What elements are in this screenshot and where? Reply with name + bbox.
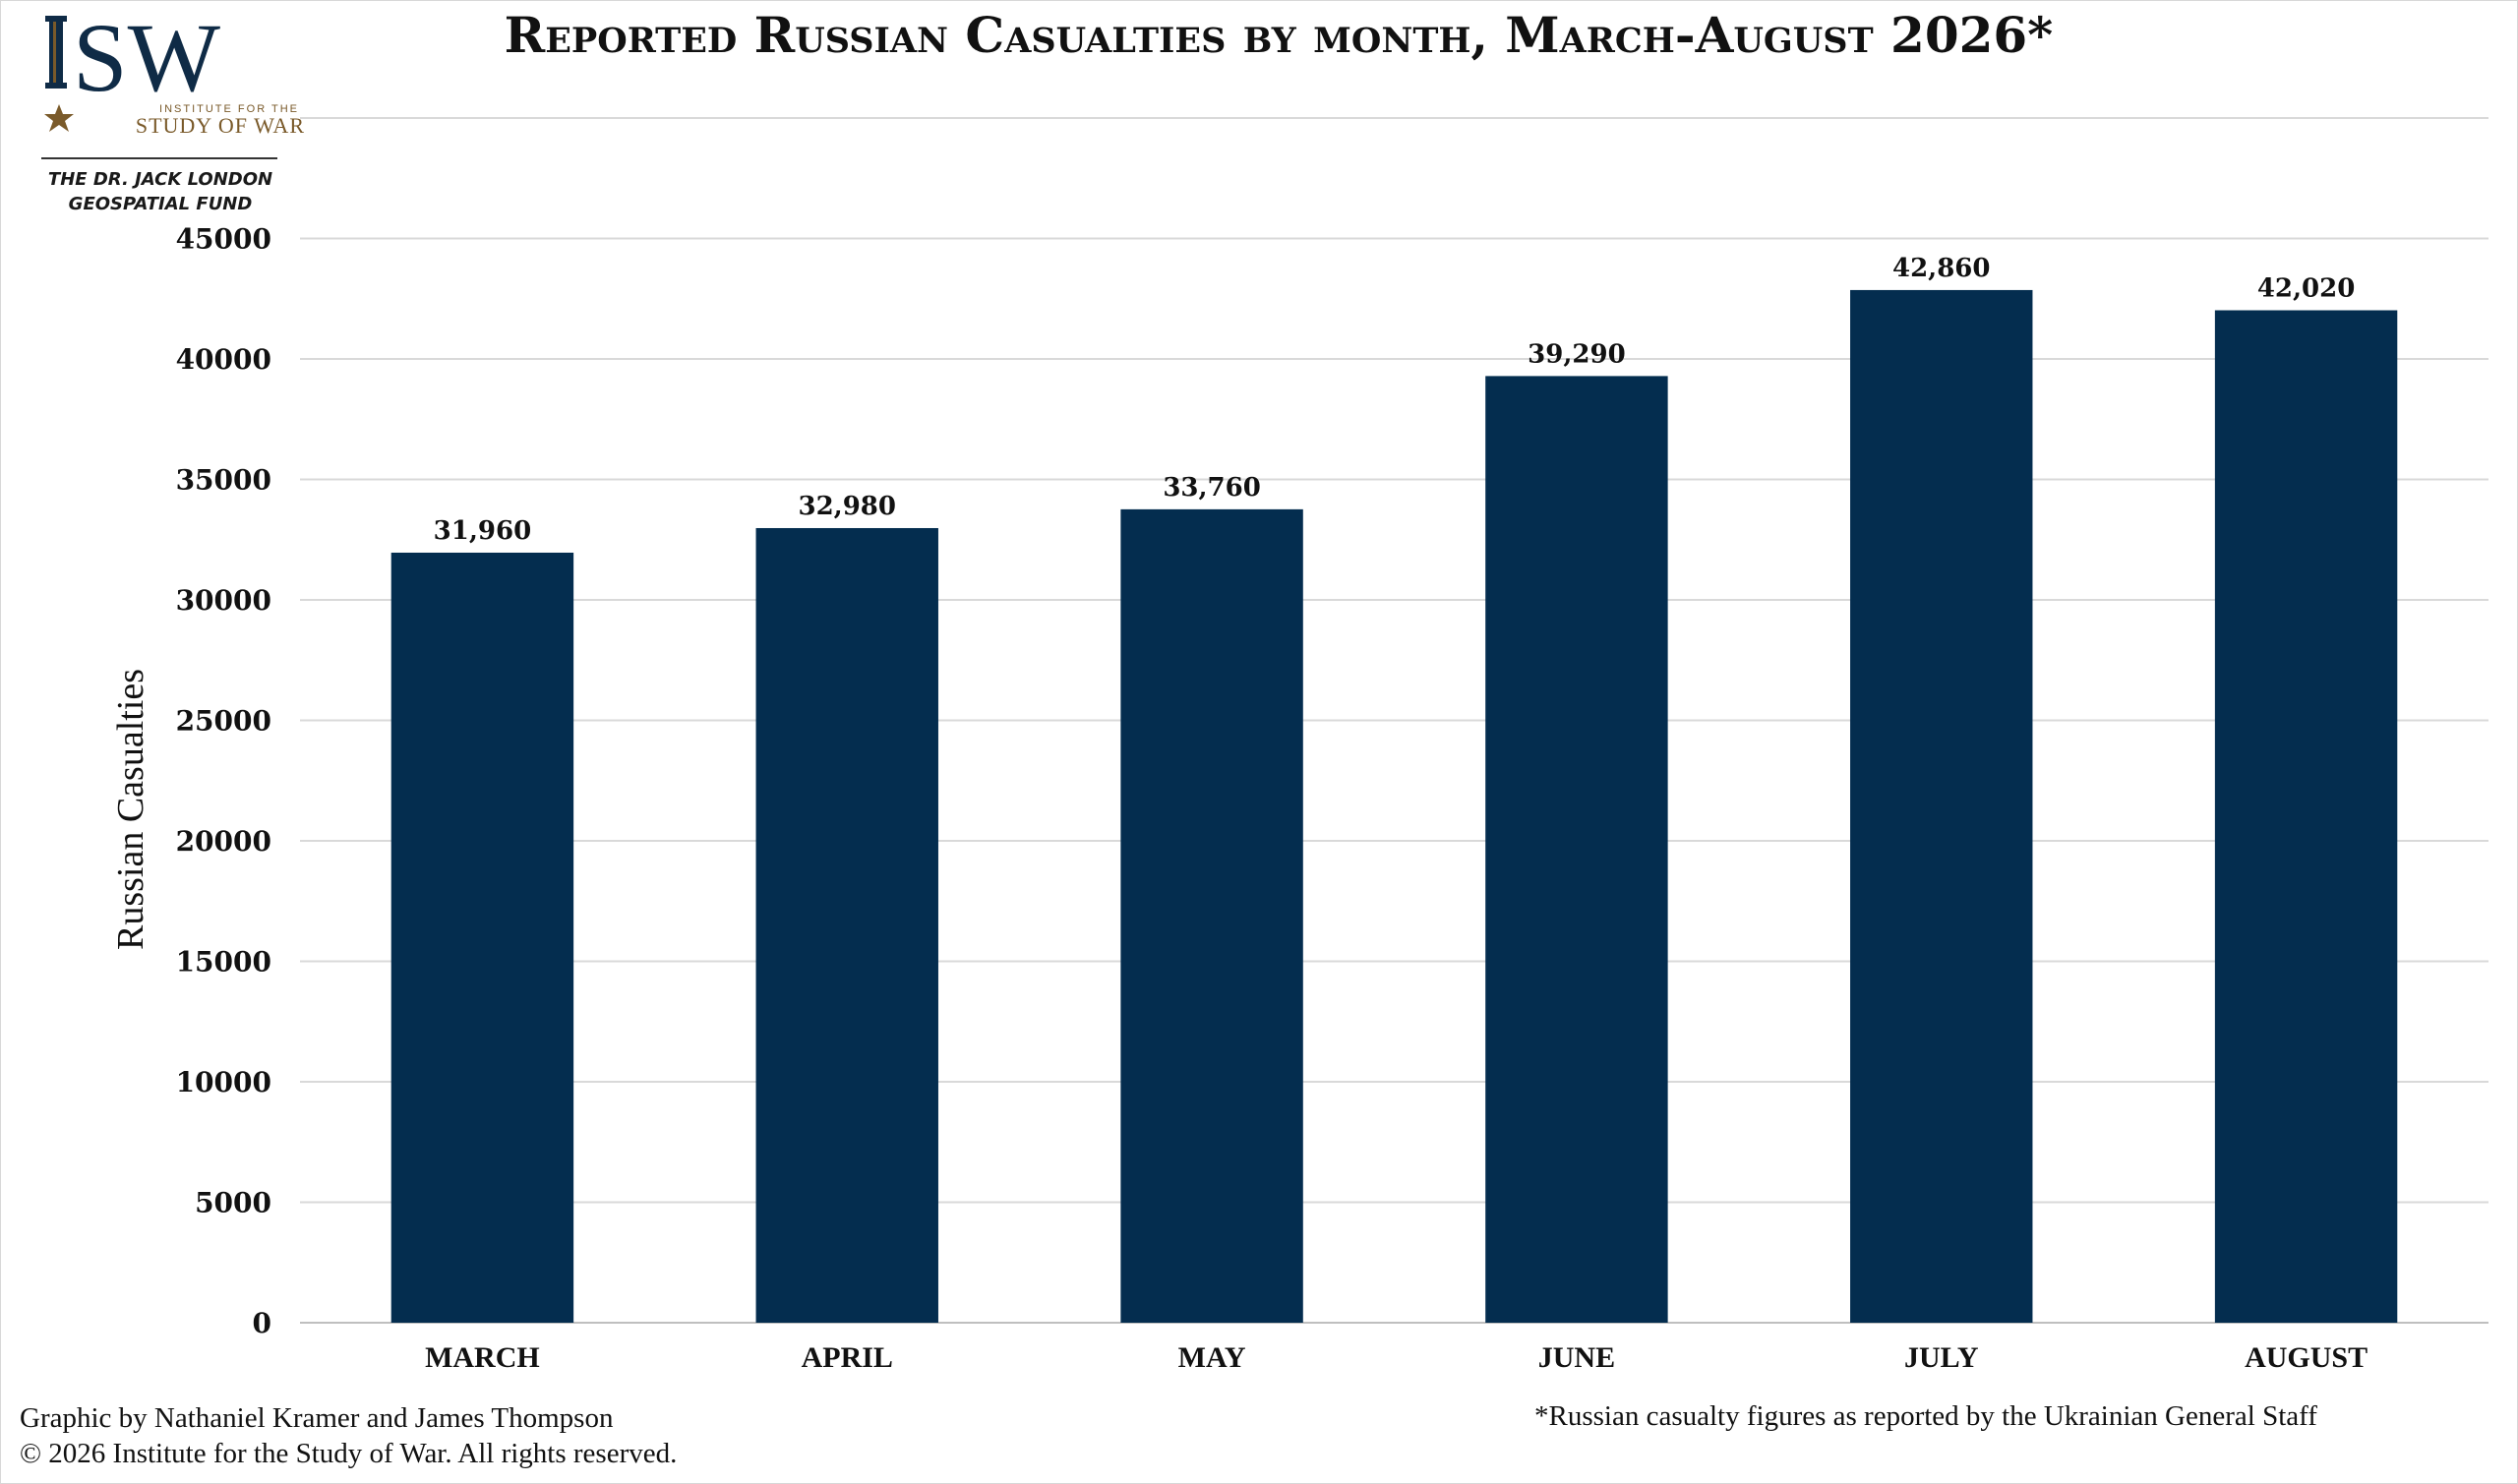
y-tick-label: 5000 xyxy=(195,1187,271,1219)
x-tick-label: MAY xyxy=(1178,1341,1246,1374)
data-label: 39,290 xyxy=(1528,339,1626,369)
bar xyxy=(1485,376,1668,1323)
bar xyxy=(1120,508,1303,1323)
bar xyxy=(755,527,938,1323)
credit-copyright: © 2026 Institute for the Study of War. A… xyxy=(20,1438,678,1469)
x-tick-label: APRIL xyxy=(802,1341,893,1374)
y-tick-label: 0 xyxy=(253,1307,271,1339)
data-label: 31,960 xyxy=(434,516,532,546)
y-tick-label: 10000 xyxy=(176,1066,271,1098)
x-tick-label: MARCH xyxy=(425,1341,540,1374)
x-tick-label: JULY xyxy=(1904,1341,1979,1374)
data-label: 32,980 xyxy=(798,492,896,521)
credit-authors: Graphic by Nathaniel Kramer and James Th… xyxy=(20,1402,614,1434)
isw-logo-letters: SW xyxy=(73,10,221,112)
y-tick-labels: 0 5000 10000 15000 20000 25000 30000 35000 40000… xyxy=(176,223,271,1340)
credits: Graphic by Nathaniel Kramer and James Th… xyxy=(20,1400,677,1471)
x-tick-label: JUNE xyxy=(1538,1341,1615,1374)
bar xyxy=(2214,310,2398,1323)
star-icon xyxy=(44,104,74,132)
y-tick-label: 15000 xyxy=(176,946,271,979)
y-axis-label: Russian Casualties xyxy=(110,669,151,950)
x-tick-labels: MARCH APRIL MAY JUNE JULY AUGUST xyxy=(425,1341,2368,1374)
data-label: 33,760 xyxy=(1163,473,1261,503)
bars xyxy=(390,289,2398,1324)
fund-name: THE DR. JACK LONDON GEOSPATIAL FUND xyxy=(37,167,283,216)
chart-title: Reported Russian Casualties by month, Ma… xyxy=(504,6,2054,64)
y-tick-label: 30000 xyxy=(176,584,271,617)
logo-divider xyxy=(41,157,277,159)
bar xyxy=(390,552,574,1323)
data-label: 42,860 xyxy=(1892,254,1991,283)
y-tick-label: 45000 xyxy=(176,223,271,256)
logo-org-bottom: STUDY OF WAR xyxy=(135,113,305,138)
footnote: *Russian casualty figures as reported by… xyxy=(1534,1400,2317,1432)
fund-line-1: THE DR. JACK LONDON xyxy=(47,169,273,190)
gridlines xyxy=(300,117,2488,1204)
y-tick-label: 25000 xyxy=(176,705,271,738)
isw-logo-org-name: INSTITUTE FOR THE STUDY OF WAR xyxy=(118,104,311,137)
logo-org-top: INSTITUTE FOR THE xyxy=(159,103,299,115)
y-tick-label: 20000 xyxy=(176,825,271,858)
y-tick-label: 35000 xyxy=(176,464,271,497)
x-tick-label: AUGUST xyxy=(2245,1341,2368,1374)
value-labels: 31,960 32,980 33,760 39,290 42,860 42,020 xyxy=(434,254,2356,546)
isw-logo-mark: SW xyxy=(44,10,221,132)
data-label: 42,020 xyxy=(2257,274,2356,304)
isw-logo: SW INSTITUTE FOR THE STUDY OF WAR THE DR… xyxy=(37,10,304,214)
y-tick-label: 40000 xyxy=(176,343,271,376)
fund-line-2: GEOSPATIAL FUND xyxy=(68,194,253,214)
bar xyxy=(1850,289,2033,1324)
